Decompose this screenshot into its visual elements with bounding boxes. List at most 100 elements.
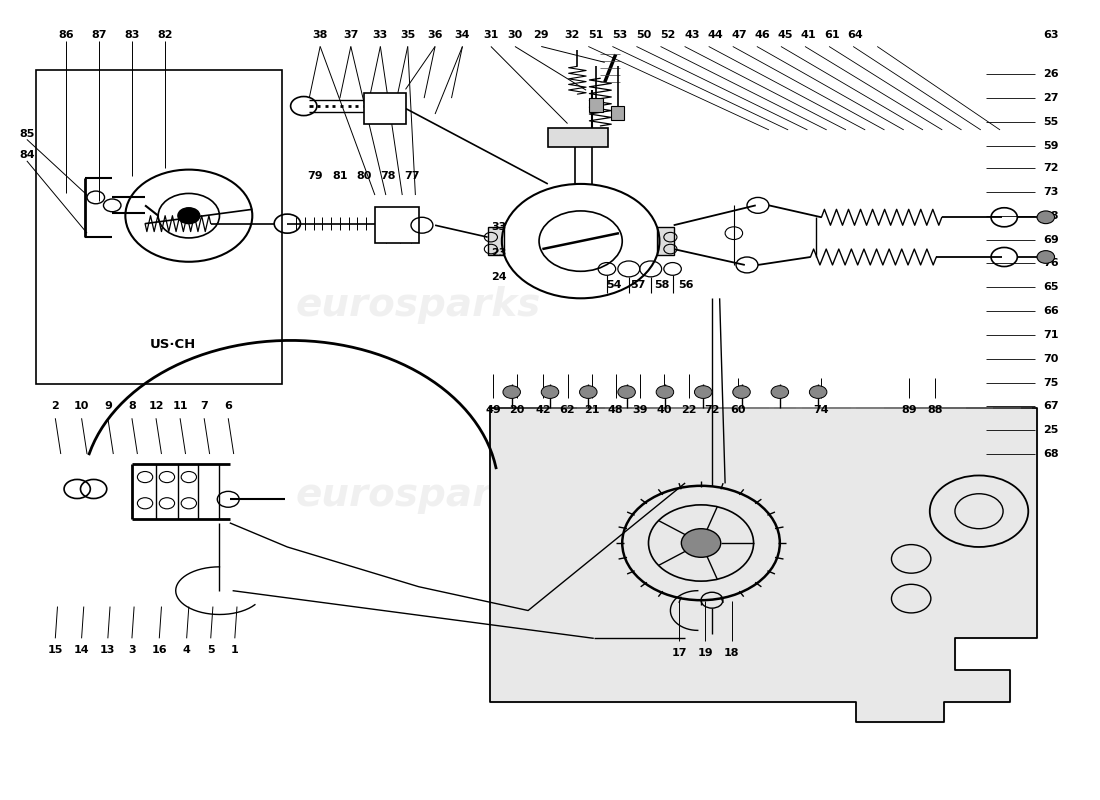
Text: US·CH: US·CH <box>150 338 196 351</box>
Text: 13: 13 <box>100 646 116 655</box>
Text: 47: 47 <box>732 30 747 39</box>
Text: 87: 87 <box>91 30 107 39</box>
Text: 68: 68 <box>1044 449 1059 459</box>
Bar <box>658 227 673 255</box>
Text: 89: 89 <box>901 405 916 414</box>
Text: 74: 74 <box>814 405 829 414</box>
Text: 65: 65 <box>1044 282 1059 292</box>
Text: 58: 58 <box>653 280 669 290</box>
Circle shape <box>1037 211 1055 224</box>
Bar <box>590 98 603 113</box>
Text: 38: 38 <box>312 30 328 39</box>
Text: 8: 8 <box>128 402 135 411</box>
Text: 3: 3 <box>128 646 135 655</box>
Circle shape <box>618 386 636 398</box>
Text: 26: 26 <box>1044 70 1059 79</box>
Text: 33: 33 <box>373 30 388 39</box>
Circle shape <box>810 386 827 398</box>
Text: 25: 25 <box>1044 425 1059 435</box>
Text: 5: 5 <box>207 646 215 655</box>
Text: 29: 29 <box>534 30 549 39</box>
Text: 83: 83 <box>124 30 140 39</box>
Bar <box>364 94 406 123</box>
Text: 41: 41 <box>801 30 816 39</box>
Text: 23: 23 <box>491 248 506 258</box>
Text: 11: 11 <box>173 402 188 411</box>
Text: 17: 17 <box>671 648 686 658</box>
Bar <box>612 106 625 120</box>
Text: 85: 85 <box>19 129 34 139</box>
Text: 14: 14 <box>74 646 89 655</box>
Text: 20: 20 <box>509 405 525 414</box>
Text: 40: 40 <box>656 405 672 414</box>
Text: 34: 34 <box>454 30 470 39</box>
Text: 6: 6 <box>224 402 232 411</box>
Text: 52: 52 <box>660 30 675 39</box>
Text: 64: 64 <box>847 30 864 39</box>
Text: 71: 71 <box>1044 330 1059 340</box>
Text: 33: 33 <box>491 222 506 232</box>
Text: 55: 55 <box>1044 117 1059 127</box>
Text: 36: 36 <box>427 30 443 39</box>
Text: 54: 54 <box>606 280 621 290</box>
Text: 7: 7 <box>200 402 208 411</box>
Text: 88: 88 <box>927 405 943 414</box>
Text: 12: 12 <box>148 402 164 411</box>
Text: 57: 57 <box>630 280 646 290</box>
Text: 27: 27 <box>1044 93 1059 103</box>
Text: 76: 76 <box>1044 258 1059 268</box>
Text: 43: 43 <box>684 30 700 39</box>
Circle shape <box>681 529 720 558</box>
Text: 50: 50 <box>637 30 651 39</box>
Text: 77: 77 <box>405 171 420 181</box>
Text: 44: 44 <box>707 30 723 39</box>
Circle shape <box>771 386 789 398</box>
Text: 72: 72 <box>1044 163 1059 173</box>
Text: 22: 22 <box>681 405 696 414</box>
Text: 82: 82 <box>157 30 173 39</box>
Text: 60: 60 <box>730 405 746 414</box>
Circle shape <box>503 386 520 398</box>
Text: 4: 4 <box>183 646 190 655</box>
Text: 37: 37 <box>343 30 359 39</box>
Text: 79: 79 <box>307 171 322 181</box>
Text: 32: 32 <box>564 30 580 39</box>
Text: 39: 39 <box>632 405 648 414</box>
Circle shape <box>1037 250 1055 263</box>
Circle shape <box>541 386 559 398</box>
Text: 49: 49 <box>485 405 501 414</box>
Text: 21: 21 <box>584 405 600 414</box>
Text: 75: 75 <box>1044 378 1059 387</box>
Text: 19: 19 <box>697 648 713 658</box>
Circle shape <box>733 386 750 398</box>
Text: 70: 70 <box>1044 354 1059 364</box>
Circle shape <box>178 208 200 224</box>
Circle shape <box>657 386 673 398</box>
Text: 51: 51 <box>588 30 604 39</box>
Circle shape <box>694 386 712 398</box>
Text: 31: 31 <box>483 30 498 39</box>
Text: 28: 28 <box>1044 210 1059 221</box>
Text: 24: 24 <box>491 272 506 282</box>
Text: 66: 66 <box>1044 306 1059 316</box>
Circle shape <box>580 386 597 398</box>
Text: 80: 80 <box>356 171 372 181</box>
Text: 18: 18 <box>724 648 739 658</box>
Text: 73: 73 <box>1044 187 1059 197</box>
Text: 53: 53 <box>613 30 628 39</box>
Text: 15: 15 <box>47 646 63 655</box>
Text: 10: 10 <box>74 402 89 411</box>
Text: 46: 46 <box>755 30 770 39</box>
Bar <box>375 207 419 242</box>
Text: 84: 84 <box>19 150 35 160</box>
Text: 78: 78 <box>381 171 396 181</box>
Bar <box>548 127 608 147</box>
Text: 1: 1 <box>231 646 239 655</box>
Text: 35: 35 <box>400 30 416 39</box>
Bar <box>35 70 282 384</box>
Text: 45: 45 <box>778 30 793 39</box>
Text: 48: 48 <box>608 405 624 414</box>
Polygon shape <box>490 408 1037 722</box>
Text: 59: 59 <box>1044 141 1059 150</box>
Bar <box>487 227 504 255</box>
